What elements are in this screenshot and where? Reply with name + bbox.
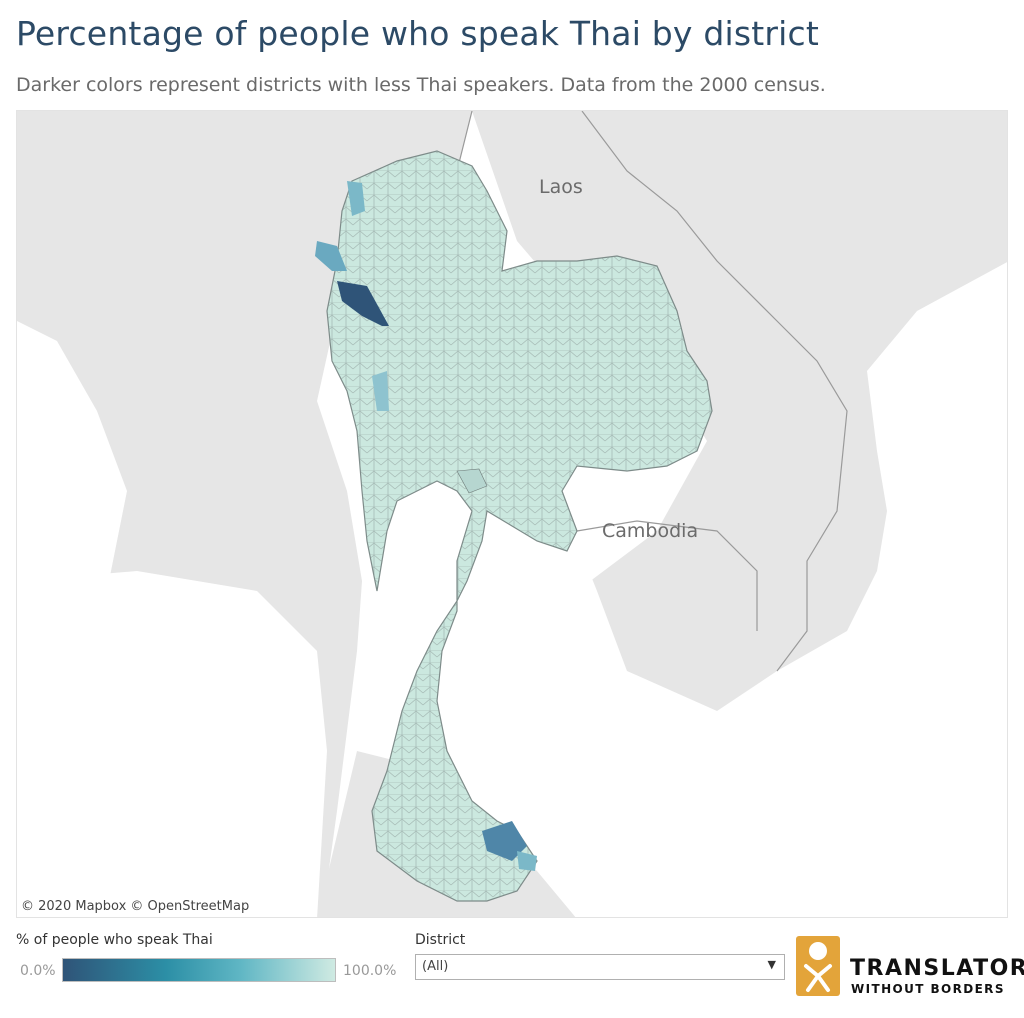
chevron-down-icon[interactable]: ▼ <box>767 958 776 971</box>
translators-without-borders-logo: TRANSLATORS WITHOUT BORDERS <box>796 936 1024 998</box>
district-low-share[interactable] <box>337 281 389 326</box>
district-filter-value: (All) <box>422 959 449 974</box>
page-title: Percentage of people who speak Thai by d… <box>16 14 820 53</box>
district-mid-share[interactable] <box>517 851 537 871</box>
thailand-districts[interactable] <box>315 150 713 902</box>
district-mid-share[interactable] <box>315 241 347 271</box>
logo-text-line1: TRANSLATORS <box>850 956 1024 981</box>
map-view[interactable]: Laos Cambodia © 2020 Mapbox © OpenStreet… <box>16 110 1008 918</box>
legend-min-label: 0.0% <box>20 963 56 979</box>
country-label-cambodia: Cambodia <box>602 520 698 542</box>
map-attribution[interactable]: © 2020 Mapbox © OpenStreetMap <box>21 899 250 914</box>
legend-title: % of people who speak Thai <box>16 932 213 948</box>
legend-color-ramp <box>62 958 336 982</box>
district-mid-share[interactable] <box>347 181 365 216</box>
map-canvas[interactable]: Laos Cambodia <box>17 111 1008 918</box>
logo-mark-icon <box>796 936 840 996</box>
district-filter-label: District <box>415 932 466 948</box>
district-low-share[interactable] <box>482 821 527 861</box>
legend-max-label: 100.0% <box>343 963 397 979</box>
country-label-laos: Laos <box>539 176 583 198</box>
page-subtitle: Darker colors represent districts with l… <box>16 74 826 96</box>
district-mid-share[interactable] <box>372 371 389 411</box>
district-filter-select[interactable]: (All) ▼ <box>415 954 785 980</box>
logo-text-line2: WITHOUT BORDERS <box>851 982 1005 996</box>
